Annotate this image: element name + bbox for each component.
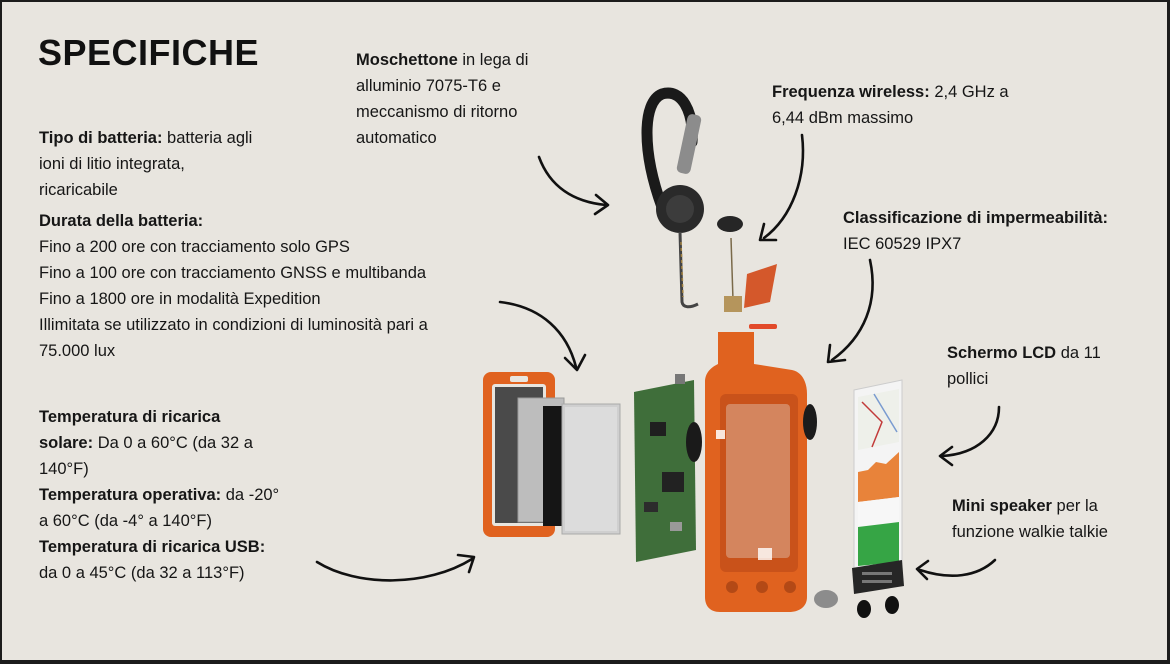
arrow-waterproof-head <box>826 343 847 364</box>
arrow-carabiner-head <box>593 193 610 216</box>
carabiner-spec: Moschettone in lega di alluminio 7075-T6… <box>356 47 528 151</box>
speaker-spec: Mini speaker per la funzione walkie talk… <box>952 493 1108 545</box>
battery-type-text-1: batteria agli <box>162 129 253 147</box>
battery-type-label: Tipo di batteria: <box>39 129 163 147</box>
speaker-illustration <box>814 560 904 618</box>
solar-text-1: Da 0 a 60°C (da 32 a <box>93 434 253 452</box>
arrow-wireless-head <box>758 222 778 242</box>
wireless-label: Frequenza wireless: <box>772 83 930 101</box>
battery-life-text-5: 75.000 lux <box>39 342 116 360</box>
speaker-label: Mini speaker <box>952 497 1052 515</box>
arrows <box>315 133 1001 582</box>
battery-life-text-4: Illimitata se utilizzato in condizioni d… <box>39 316 428 334</box>
battery-illustration <box>517 397 621 535</box>
battery-life-label: Durata della batteria: <box>39 212 204 230</box>
arrow-wireless <box>762 133 805 240</box>
battery-life-text-1: Fino a 200 ore con tracciamento solo GPS <box>39 238 350 256</box>
wireless-text-1: 2,4 GHz a <box>929 83 1009 101</box>
usb-text-1: da 0 a 45°C (da 32 a 113°F) <box>39 564 245 582</box>
solar-label-1: Temperatura di ricarica <box>39 408 221 426</box>
temperature-spec: Temperatura di ricarica solare: Da 0 a 6… <box>39 404 279 586</box>
screen-text-1: da 11 <box>1056 344 1101 362</box>
usb-label: Temperatura di ricarica USB: <box>39 538 266 556</box>
waterproof-label: Classificazione di impermeabilità: <box>843 209 1108 227</box>
battery-life-text-2: Fino a 100 ore con tracciamento GNSS e m… <box>39 264 427 282</box>
operating-text-1: da -20° <box>221 486 280 504</box>
arrow-temperature-head <box>456 553 476 574</box>
arrow-battery-life-head <box>563 353 587 372</box>
screen-text-2: pollici <box>947 370 989 388</box>
arrow-temperature <box>315 557 474 582</box>
page-title: SPECIFICHE <box>38 32 260 73</box>
arrow-carabiner <box>537 155 608 207</box>
arrow-speaker-head <box>915 559 930 581</box>
carabiner-text-1: in lega di <box>457 51 529 69</box>
carabiner-label: Moschettone <box>356 51 458 69</box>
screen-illustration <box>853 379 903 569</box>
pcb-illustration <box>634 374 702 562</box>
arrow-speaker <box>918 558 997 577</box>
arrow-screen-head <box>938 445 954 467</box>
battery-type-text-3: ricaricabile <box>39 181 118 199</box>
screen-spec: Schermo LCD da 11 pollici <box>947 340 1101 392</box>
arrow-screen <box>940 405 1001 458</box>
carabiner-text-4: automatico <box>356 129 437 147</box>
speaker-text-2: funzione walkie talkie <box>952 523 1108 541</box>
antenna-illustration <box>717 216 777 329</box>
operating-text-2: a 60°C (da -4° a 140°F) <box>39 512 212 530</box>
carabiner-illustration <box>641 87 704 309</box>
arrow-waterproof <box>830 258 874 362</box>
solar-text-2: 140°F) <box>39 460 89 478</box>
speaker-text-1: per la <box>1051 497 1098 515</box>
battery-life-spec: Durata della batteria: Fino a 200 ore co… <box>39 208 428 364</box>
arrow-battery-life <box>498 300 578 369</box>
carabiner-text-3: meccanismo di ritorno <box>356 103 518 121</box>
battery-type-spec: Tipo di batteria: batteria agli ioni di … <box>39 125 252 203</box>
battery-type-text-2: ioni di litio integrata, <box>39 155 185 173</box>
screen-label: Schermo LCD <box>947 344 1057 362</box>
battery-life-text-3: Fino a 1800 ore in modalità Expedition <box>39 290 321 308</box>
operating-label: Temperatura operativa: <box>39 486 222 504</box>
waterproof-spec: Classificazione di impermeabilità: IEC 6… <box>843 205 1108 257</box>
wireless-spec: Frequenza wireless: 2,4 GHz a 6,44 dBm m… <box>772 79 1009 131</box>
carabiner-text-2: alluminio 7075-T6 e <box>356 77 501 95</box>
housing-illustration <box>705 332 817 612</box>
solar-label-2: solare: <box>39 434 94 452</box>
wireless-text-2: 6,44 dBm massimo <box>772 109 914 127</box>
waterproof-text-1: IEC 60529 IPX7 <box>843 235 962 253</box>
